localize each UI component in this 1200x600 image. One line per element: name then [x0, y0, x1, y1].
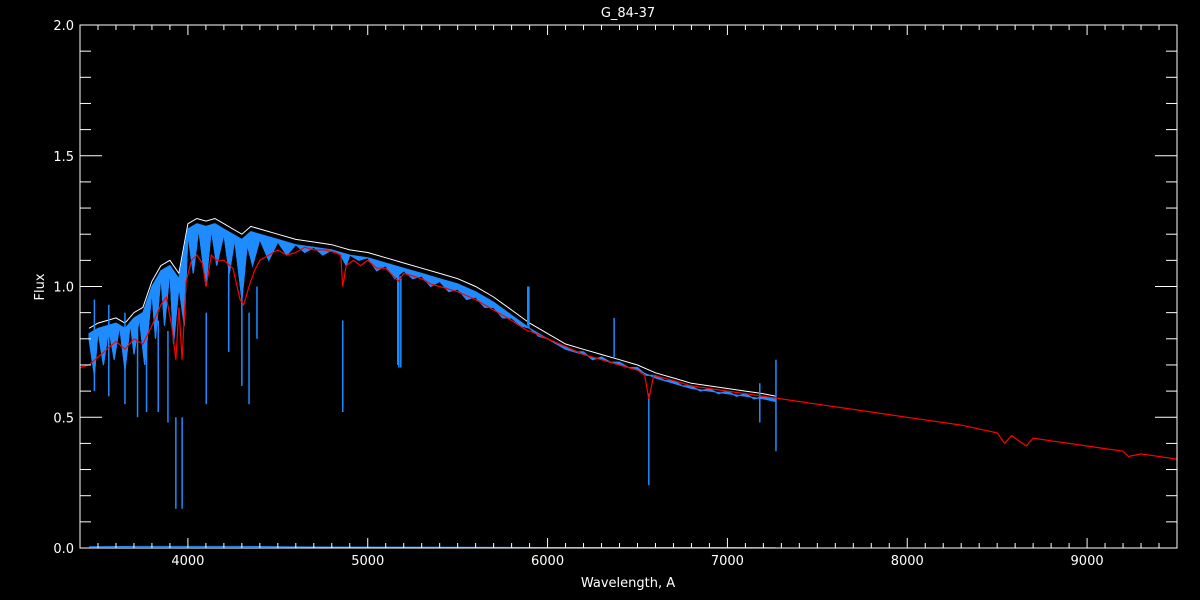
series-band — [88, 223, 777, 403]
x-tick-label: 5000 — [351, 554, 384, 569]
y-tick-label: 2.0 — [53, 19, 74, 34]
y-tick-label: 1.0 — [53, 281, 74, 296]
x-tick-label: 4000 — [171, 554, 204, 569]
series-line — [88, 217, 777, 397]
plot-frame — [79, 24, 1178, 549]
series-line — [79, 246, 1178, 460]
series-1 — [88, 223, 777, 509]
y-tick-label: 0.0 — [53, 542, 74, 557]
x-axis-label: Wavelength, A — [581, 576, 675, 591]
ticks-layer: 4000 5000 6000 7000 8000 9000 0.0 0.5 1.0 1.5 2.0 — [53, 19, 1178, 569]
series-0 — [88, 217, 777, 397]
x-tick-label: 9000 — [1071, 554, 1104, 569]
y-tick-label: 0.5 — [53, 411, 74, 426]
series-layer — [79, 217, 1178, 549]
x-tick-label: 7000 — [711, 554, 744, 569]
chart-title: G_84-37 — [601, 6, 655, 21]
y-tick-label: 1.5 — [53, 150, 74, 165]
x-tick-label: 6000 — [531, 554, 564, 569]
series-2 — [79, 246, 1178, 460]
x-tick-label: 8000 — [891, 554, 924, 569]
series-line — [88, 228, 777, 400]
y-axis-label: Flux — [33, 273, 48, 300]
